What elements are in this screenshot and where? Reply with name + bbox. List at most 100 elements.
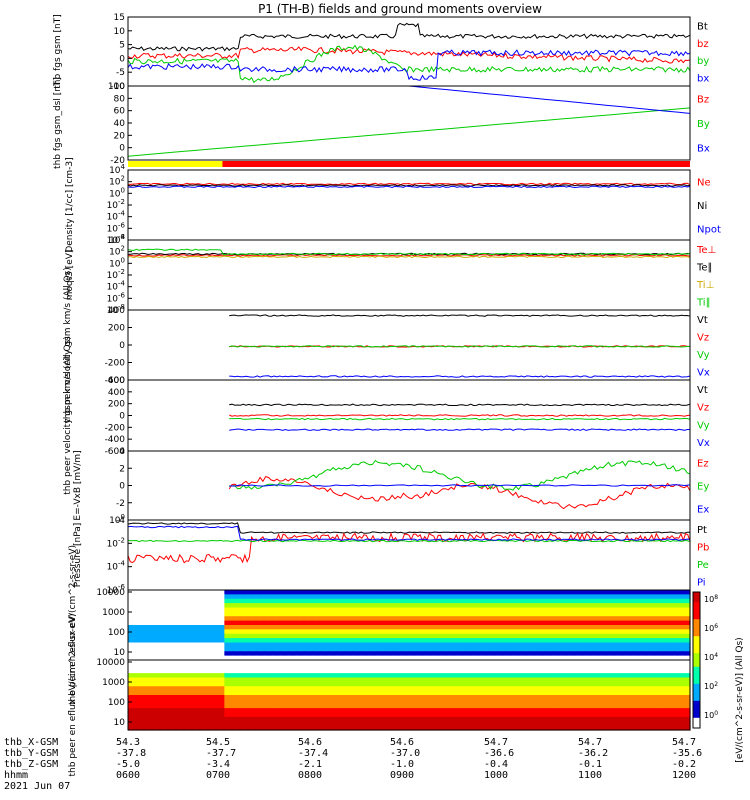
heatmap-cell (232, 703, 241, 709)
heatmap-cell (625, 677, 635, 683)
heatmap-cell (513, 620, 522, 626)
heatmap-cell (384, 607, 394, 613)
heatmap-cell (264, 695, 274, 700)
heatmap-cell (481, 721, 490, 727)
heatmap-cell (240, 703, 250, 709)
heatmap-cell (465, 598, 474, 604)
heatmap-cell (224, 594, 233, 600)
heatmap-cell (392, 660, 402, 665)
heatmap-cell (569, 703, 579, 709)
heatmap-cell (264, 616, 274, 622)
heatmap-cell (625, 590, 635, 595)
heatmap-cell (617, 620, 627, 626)
heatmap-cell (521, 590, 531, 595)
heatmap-cell (521, 594, 531, 600)
heatmap-cell (665, 660, 675, 665)
series-line (127, 525, 691, 541)
heatmap-cell (449, 651, 458, 657)
heatmap-cell (593, 725, 603, 731)
heatmap-cell (192, 607, 201, 613)
heatmap-cell (473, 712, 482, 718)
heatmap-cell (433, 651, 442, 657)
heatmap-cell (665, 664, 675, 670)
heatmap-cell (649, 664, 659, 670)
heatmap-cell (200, 681, 209, 687)
heatmap-cell (681, 708, 691, 714)
heatmap-cell (376, 686, 386, 692)
heatmap-cell (144, 651, 153, 657)
heatmap-cell (168, 607, 177, 613)
heatmap-cell (168, 677, 177, 683)
heatmap-cell (184, 607, 193, 613)
heatmap-cell (232, 699, 241, 705)
heatmap-cell (593, 699, 603, 705)
heatmap-cell (272, 629, 282, 635)
heatmap-cell (368, 629, 378, 635)
heatmap-cell (336, 716, 346, 722)
heatmap-cell (240, 712, 250, 718)
heatmap-cell (368, 673, 378, 679)
heatmap-cell (368, 708, 378, 714)
heatmap-cell (136, 708, 145, 714)
heatmap-cell (529, 611, 539, 617)
colorbar-cell (693, 646, 700, 651)
heatmap-cell (585, 603, 595, 609)
heatmap-cell (312, 686, 322, 692)
bottom-row-value: 1000 (484, 770, 509, 781)
heatmap-cell (609, 638, 619, 644)
heatmap-cell (609, 690, 619, 696)
heatmap-cell (160, 686, 169, 692)
heatmap-cell (312, 677, 322, 683)
heatmap-cell (569, 611, 579, 617)
heatmap-cell (641, 690, 651, 696)
heatmap-cell (368, 633, 378, 639)
heatmap-cell (144, 646, 153, 652)
heatmap-cell (312, 620, 322, 626)
heatmap-cell (392, 681, 402, 687)
heatmap-cell (633, 699, 643, 705)
heatmap-cell (184, 686, 193, 692)
heatmap-cell (449, 646, 458, 652)
heatmap-cell (545, 673, 555, 679)
heatmap-cell (144, 594, 153, 600)
heatmap-cell (168, 603, 177, 609)
heatmap-cell (585, 708, 595, 714)
heatmap-cell (505, 721, 514, 727)
heatmap-cell (360, 725, 370, 731)
legend-entry: Bx (697, 144, 710, 155)
heatmap-cell (328, 712, 338, 718)
heatmap-cell (449, 712, 458, 718)
heatmap-cell (152, 721, 161, 727)
heatmap-cell (160, 590, 169, 595)
heatmap-cell (128, 629, 137, 635)
heatmap-cell (208, 629, 217, 635)
heatmap-cell (553, 590, 563, 595)
heatmap-cell (633, 677, 643, 683)
heatmap-cell (617, 629, 627, 635)
heatmap-cell (152, 607, 161, 613)
heatmap-cell (649, 594, 659, 600)
heatmap-cell (320, 721, 330, 727)
heatmap-cell (577, 716, 587, 722)
heatmap-cell (152, 664, 161, 670)
heatmap-cell (601, 716, 611, 722)
heatmap-cell (601, 681, 611, 687)
heatmap-cell (521, 625, 531, 630)
heatmap-cell (392, 708, 402, 714)
heatmap-cell (216, 695, 225, 700)
heatmap-cell (400, 590, 410, 595)
bottom-row-value: -36.2 (578, 748, 609, 759)
heatmap-cell (545, 695, 555, 700)
heatmap-cell (216, 712, 225, 718)
heatmap-cell (633, 703, 643, 709)
heatmap-cell (368, 625, 378, 630)
y-tick-label: 400 (108, 306, 125, 316)
heatmap-cell (232, 686, 241, 692)
heatmap-cell (240, 655, 250, 661)
heatmap-cell (248, 590, 258, 595)
heatmap-cell (521, 607, 531, 613)
heatmap-cell (609, 598, 619, 604)
heatmap-cell (409, 716, 418, 722)
colorbar-label: [eV/(cm^2-s-sr-eV)] (All Qs) (735, 637, 745, 762)
heatmap-cell (312, 725, 322, 731)
